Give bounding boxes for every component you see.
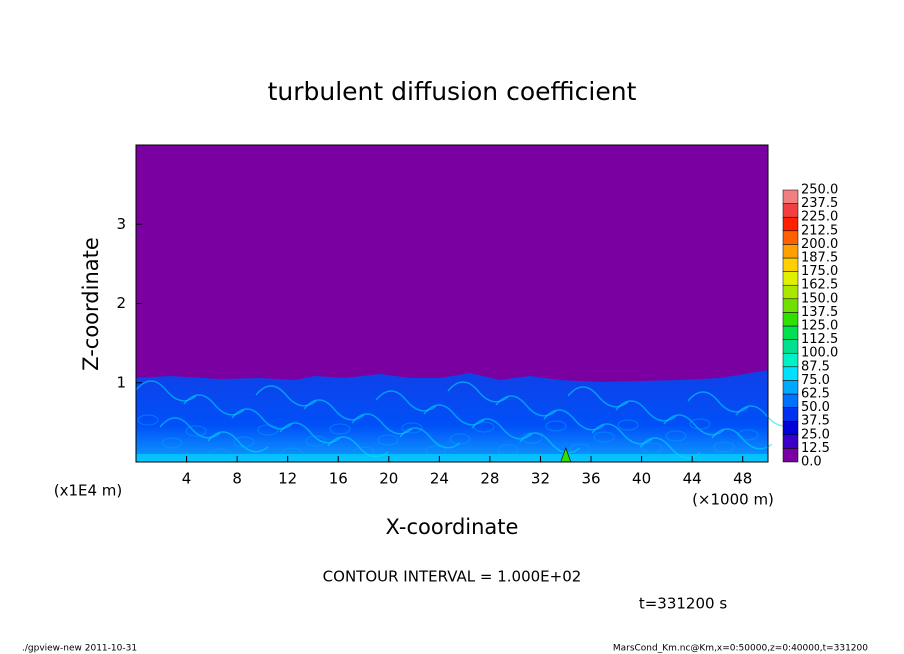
colorbar-segment [782,448,799,463]
colorbar-label: 175.0 [801,264,838,279]
colorbar-label: 0.0 [801,455,822,470]
y-unit: (x1E4 m) [54,482,123,500]
colorbar-segment [782,230,799,245]
colorbar-segment [782,189,799,204]
eddy [449,433,471,445]
x-tick-label: 8 [232,470,242,488]
x-tick-label: 40 [632,470,651,488]
y-axis-label: Z-coordinate [79,237,103,371]
colorbar-segment [782,312,799,327]
y-tick-label: 1 [116,373,126,391]
eddy [713,441,735,453]
colorbar-segment [782,380,799,395]
eddy [521,432,543,444]
eddy [545,420,567,432]
colorbar-segment [782,366,799,381]
colorbar-segment [782,339,799,354]
x-tick-label: 12 [278,470,297,488]
eddy [617,419,639,431]
eddy [473,421,495,433]
x-tick-label: 20 [379,470,398,488]
colorbar-segment [782,216,799,232]
eddy [401,422,423,434]
eddy [329,423,351,435]
colorbar-segment [782,203,799,218]
eddy [689,418,711,430]
eddy [641,442,663,454]
colorbar-segment [782,325,799,340]
colorbar-segment [782,271,799,286]
x-tick-label: 16 [329,470,348,488]
y-tick-label: 3 [116,215,126,233]
contour-interval: CONTOUR INTERVAL = 1.000E+02 [323,568,582,586]
eddy [233,436,255,448]
colorbar-segment [782,352,799,368]
colorbar-segment [782,284,799,300]
colorbar-label: 125.0 [801,319,838,334]
eddy [665,430,687,442]
colorbar-segment [782,244,799,259]
x-tick-label: 48 [733,470,752,488]
eddy [185,425,207,437]
eddy-streak [207,431,269,453]
x-tick-label: 32 [531,470,550,488]
turbulent-layer [136,370,768,462]
colorbar-label: 50.0 [801,400,830,415]
colorbar-label: 225.0 [801,210,838,225]
colorbar-label: 150.0 [801,291,838,306]
colorbar-label: 237.5 [801,196,838,211]
colorbar-segment [782,434,799,449]
colorbar-segment [782,420,799,436]
eddy [737,429,759,441]
colorbar-label: 212.5 [801,223,838,238]
x-unit: (×1000 m) [692,491,774,509]
eddy [257,424,279,436]
colorbar-label: 187.5 [801,251,838,266]
x-tick-label: 24 [430,470,449,488]
colorbar-label: 37.5 [801,414,830,429]
footer-right: MarsCond_Km.nc@Km,x=0:50000,z=0:40000,t=… [613,644,868,654]
eddy-streak [399,427,461,449]
colorbar-label: 12.5 [801,441,830,456]
colorbar-segment [782,298,799,313]
x-tick-label: 4 [182,470,192,488]
footer-left: ./gpview-new 2011-10-31 [22,644,137,654]
eddy [305,435,327,447]
y-tick-label: 2 [116,294,126,312]
colorbar-label: 250.0 [801,183,838,198]
chart-title: turbulent diffusion coefficient [268,77,637,106]
eddy-streak [711,428,773,450]
surface-layer [136,454,768,462]
colorbar-label: 87.5 [801,359,830,374]
eddy [377,434,399,446]
field [135,145,797,463]
colorbar-label: 75.0 [801,373,830,388]
colorbar-segment [782,257,799,272]
colorbar-label: 100.0 [801,346,838,361]
x-axis-label: X-coordinate [386,515,519,539]
colorbar-label: 25.0 [801,427,830,442]
colorbar-segment [782,393,799,408]
eddy-streak [519,432,581,454]
time-label: t=331200 s [639,595,727,613]
colorbar-label: 137.5 [801,305,838,320]
colorbar-label: 162.5 [801,278,838,293]
colorbar-label: 62.5 [801,387,830,402]
eddy [161,437,183,449]
colorbar-segment [782,407,799,422]
eddy [137,414,159,426]
x-tick-label: 36 [581,470,600,488]
x-tick-label: 28 [480,470,499,488]
colorbar-label: 200.0 [801,237,838,252]
eddy [593,431,615,443]
x-tick-label: 44 [683,470,702,488]
colorbar-label: 112.5 [801,332,838,347]
